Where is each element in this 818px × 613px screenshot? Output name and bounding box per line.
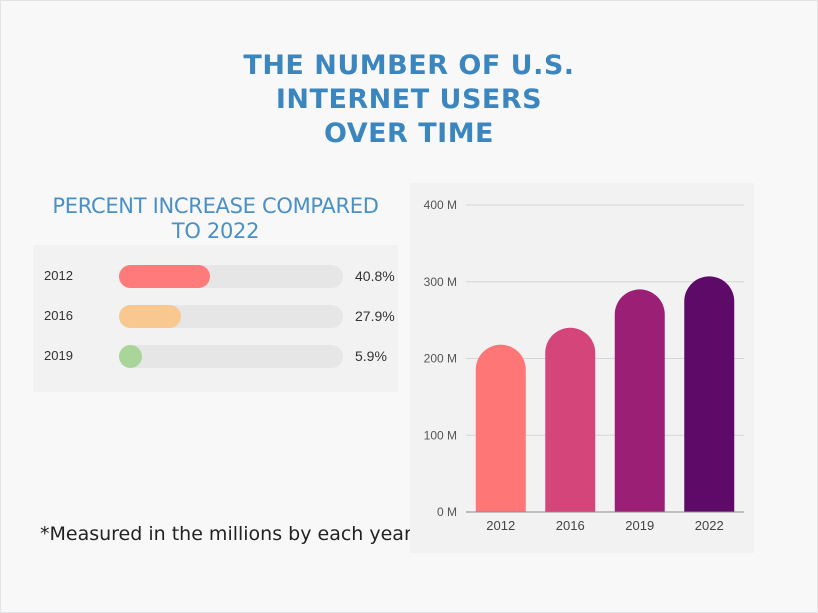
x-tick-label: 2012 (486, 518, 515, 533)
percent-value: 27.9% (355, 308, 395, 324)
main-title-line2: INTERNET USERS (275, 84, 543, 115)
percent-panel-title-line2: TO 2022 (171, 219, 260, 243)
bar-2019 (614, 289, 665, 512)
progress-fill (119, 265, 211, 288)
bar-2012 (475, 344, 526, 512)
main-title-line3: OVER TIME (323, 118, 495, 149)
x-tick-label: 2016 (556, 518, 585, 533)
progress-track (119, 305, 343, 328)
percent-row-2012: 2012 40.8% (33, 265, 398, 289)
x-tick-label: 2019 (625, 518, 654, 533)
bar-2022 (684, 276, 735, 512)
bar-chart-card: 0 M 100 M 200 M 300 M 400 M 2012 2016 2019 2022 (410, 183, 754, 553)
y-tick-label: 100 M (424, 428, 457, 442)
main-title-line1: THE NUMBER OF U.S. (243, 50, 575, 81)
percent-row-year: 2016 (44, 308, 73, 323)
footnote: *Measured in the millions by each year* (40, 523, 422, 545)
bar-chart: 0 M 100 M 200 M 300 M 400 M 2012 2016 2019 2022 (424, 198, 744, 533)
percent-row-year: 2012 (44, 268, 73, 283)
percent-value: 40.8% (355, 268, 395, 284)
progress-track (119, 265, 343, 288)
x-tick-label: 2022 (695, 518, 724, 533)
y-tick-label: 400 M (424, 198, 457, 212)
percent-row-year: 2019 (44, 348, 73, 363)
percent-row-2019: 2019 5.9% (33, 345, 398, 369)
progress-fill (119, 345, 142, 368)
percent-panel-title-line1: PERCENT INCREASE COMPARED (52, 194, 379, 218)
progress-track (119, 345, 343, 368)
bar-2016 (545, 327, 596, 512)
y-tick-label: 200 M (424, 352, 457, 366)
progress-fill (119, 305, 182, 328)
percent-row-2016: 2016 27.9% (33, 305, 398, 329)
y-tick-label: 300 M (424, 275, 457, 289)
percent-value: 5.9% (355, 348, 387, 364)
y-tick-label: 0 M (437, 505, 457, 519)
